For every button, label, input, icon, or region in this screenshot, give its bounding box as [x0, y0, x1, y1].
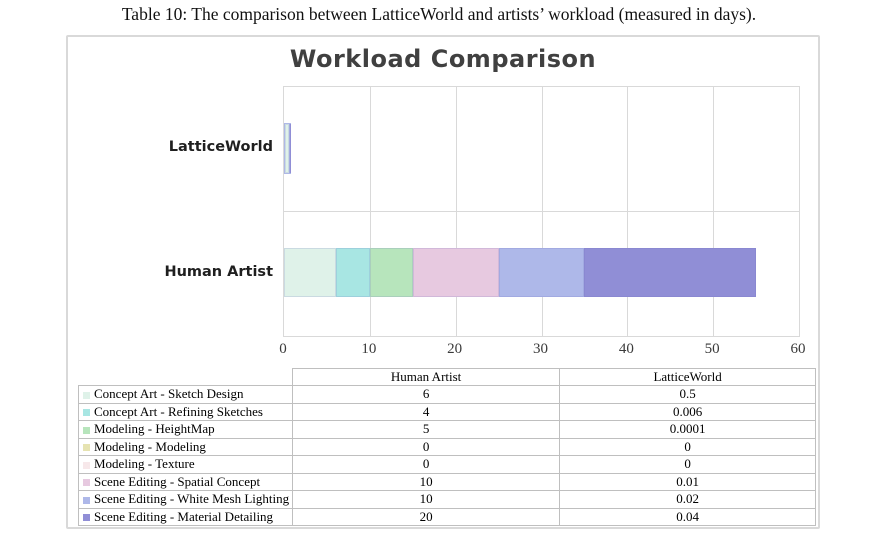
latticeworld-value-cell: 0.0001	[559, 420, 817, 439]
table-row: Modeling - Modeling 0 0	[77, 437, 817, 456]
chart-title: Workload Comparison	[289, 45, 597, 73]
figure-frame: Workload Comparison LatticeWorld Human A…	[66, 35, 820, 529]
bar-segment	[498, 248, 585, 297]
table-caption: Table 10: The comparison between Lattice…	[121, 4, 757, 24]
table-row: Concept Art - Sketch Design 6 0.5	[77, 385, 817, 404]
x-tick-label-50: 50	[704, 341, 720, 357]
latticeworld-value-cell: 0.04	[559, 507, 817, 526]
table-row: Scene Editing - Spatial Concept 10 0.01	[77, 472, 817, 491]
latticeworld-value-cell: 0.01	[559, 472, 817, 491]
plot-area	[283, 86, 800, 337]
table-row: Scene Editing - Material Detailing 20 0.04	[77, 507, 817, 526]
bar-segment	[285, 124, 290, 173]
series-color-swatch	[83, 391, 90, 399]
stacked-bar-latticeworld	[284, 123, 291, 174]
bar-segment	[584, 248, 757, 297]
series-label-cell: Scene Editing - White Mesh Lighting	[77, 490, 294, 509]
series-label-cell: Modeling - Texture	[77, 455, 294, 474]
x-tick-label-40: 40	[618, 341, 634, 357]
latticeworld-value-cell: 0	[559, 437, 817, 456]
series-label-cell: Scene Editing - Spatial Concept	[77, 472, 294, 491]
series-color-swatch	[83, 514, 90, 522]
series-color-swatch	[83, 479, 90, 487]
human-artist-value-cell: 10	[292, 472, 561, 491]
series-color-swatch	[83, 461, 90, 469]
latticeworld-value-cell: 0.5	[559, 385, 817, 404]
human-artist-value-cell: 6	[292, 385, 561, 404]
bar-segment	[284, 248, 336, 297]
series-label-cell: Modeling - HeightMap	[77, 420, 294, 439]
x-tick-label-10: 10	[361, 341, 377, 357]
table-header-blank	[79, 369, 293, 386]
x-axis: 0 10 20 30 40 50 60	[279, 341, 805, 359]
bar-segment	[412, 248, 499, 297]
x-tick-label-60: 60	[790, 341, 806, 357]
category-label-latticeworld: LatticeWorld	[168, 139, 273, 155]
bar-segment	[369, 248, 413, 297]
latticeworld-value-cell: 0.02	[559, 490, 817, 509]
series-color-swatch	[83, 496, 90, 504]
latticeworld-value-cell: 0.006	[559, 402, 817, 421]
series-color-swatch	[83, 409, 90, 417]
table-row: Scene Editing - White Mesh Lighting 10 0.0…	[77, 490, 817, 509]
category-band-divider	[284, 211, 799, 212]
x-tick-label-20: 20	[447, 341, 463, 357]
latticeworld-value-cell: 0	[559, 455, 817, 474]
human-artist-value-cell: 0	[292, 437, 561, 456]
category-label-human-artist: Human Artist	[164, 264, 273, 280]
table-header-human-artist: Human Artist	[292, 368, 561, 386]
x-tick-label-0: 0	[279, 341, 287, 357]
series-color-swatch	[83, 426, 90, 434]
series-label-cell: Modeling - Modeling	[77, 437, 294, 456]
series-color-swatch	[83, 444, 90, 452]
human-artist-value-cell: 5	[292, 420, 561, 439]
chart-data-table: Human Artist LatticeWorld Concept Art - …	[77, 368, 817, 526]
series-label-cell: Concept Art - Sketch Design	[77, 385, 294, 404]
table-header-row: Human Artist LatticeWorld	[79, 368, 817, 386]
human-artist-value-cell: 20	[292, 507, 561, 526]
human-artist-value-cell: 0	[292, 455, 561, 474]
x-tick-label-30: 30	[533, 341, 548, 357]
bar-segment	[335, 248, 370, 297]
stacked-bar-human-artist	[284, 248, 757, 297]
table-row: Concept Art - Refining Sketches 4 0.006	[77, 402, 817, 421]
human-artist-value-cell: 10	[292, 490, 561, 509]
table-row: Modeling - HeightMap 5 0.0001	[77, 420, 817, 439]
series-label-cell: Concept Art - Refining Sketches	[77, 402, 294, 421]
table-row: Modeling - Texture 0 0	[77, 455, 817, 474]
table-header-latticeworld: LatticeWorld	[559, 368, 817, 386]
series-label-cell: Scene Editing - Material Detailing	[77, 507, 294, 526]
human-artist-value-cell: 4	[292, 402, 561, 421]
